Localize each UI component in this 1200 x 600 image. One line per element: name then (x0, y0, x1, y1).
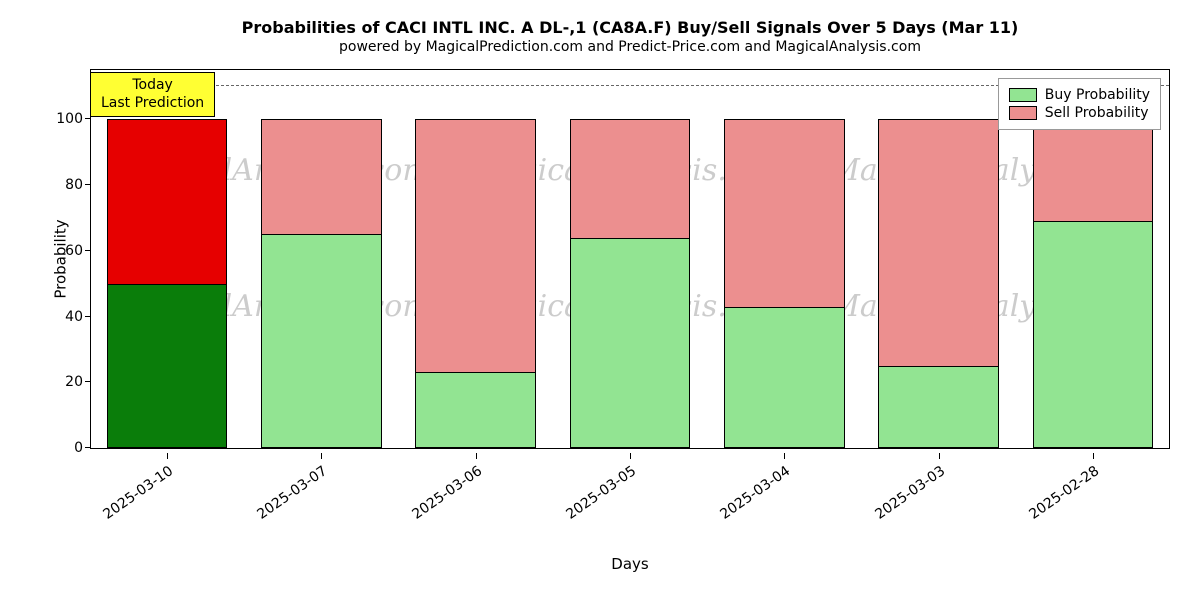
bar-stack (878, 119, 999, 448)
y-axis-label: Probability (52, 219, 70, 298)
bar-segment-sell (415, 119, 536, 372)
legend-swatch (1009, 88, 1037, 102)
bar-segment-buy (107, 284, 228, 448)
x-tick-mark (630, 453, 631, 459)
y-tick-label: 100 (56, 111, 83, 127)
x-tick-label: 2025-02-28 (1026, 463, 1102, 523)
bar-segment-sell (570, 119, 691, 237)
x-tick-mark (321, 453, 322, 459)
y-tick-label: 20 (65, 374, 83, 390)
today-annotation-line1: Today (101, 77, 204, 95)
bar-segment-buy (1033, 221, 1154, 448)
x-tick-mark (167, 453, 168, 459)
chart-container: Probabilities of CACI INTL INC. A DL-,1 … (0, 0, 1200, 600)
bar-slot (868, 70, 1008, 448)
bar-segment-buy (724, 307, 845, 448)
legend-label: Buy Probability (1045, 87, 1150, 103)
legend-item: Buy Probability (1009, 87, 1150, 103)
bar-segment-sell (261, 119, 382, 234)
legend-label: Sell Probability (1045, 105, 1149, 121)
bar-stack (1033, 119, 1154, 448)
bar-segment-sell (724, 119, 845, 306)
x-axis-label: Days (90, 555, 1170, 573)
y-tick-label: 80 (65, 177, 83, 193)
bar-segment-sell (107, 119, 228, 283)
bar-segment-buy (878, 366, 999, 448)
x-tick-label: 2025-03-10 (100, 463, 176, 523)
x-tick-label: 2025-03-03 (872, 463, 948, 523)
legend-item: Sell Probability (1009, 105, 1150, 121)
bar-stack (107, 119, 228, 448)
bar-slot (714, 70, 854, 448)
x-tick-mark (939, 453, 940, 459)
bar-slot (560, 70, 700, 448)
legend: Buy Probability Sell Probability (998, 78, 1161, 130)
y-tick-label: 40 (65, 309, 83, 325)
x-tick-mark (1093, 453, 1094, 459)
today-annotation: Today Last Prediction (90, 72, 215, 117)
x-tick-label: 2025-03-04 (718, 463, 794, 523)
bar-stack (261, 119, 382, 448)
x-axis: Days 2025-03-102025-03-072025-03-062025-… (90, 449, 1170, 569)
chart-title: Probabilities of CACI INTL INC. A DL-,1 … (90, 18, 1170, 37)
bar-stack (570, 119, 691, 448)
today-annotation-line2: Last Prediction (101, 95, 204, 113)
bar-segment-buy (570, 238, 691, 448)
plot-area: MagicalAnalysis.com MagicalAnalysis.com … (90, 69, 1170, 449)
x-tick-mark (784, 453, 785, 459)
x-tick-mark (476, 453, 477, 459)
bar-segment-buy (415, 372, 536, 448)
x-tick-label: 2025-03-06 (409, 463, 485, 523)
x-tick-label: 2025-03-07 (255, 463, 331, 523)
chart-subtitle: powered by MagicalPrediction.com and Pre… (90, 39, 1170, 55)
legend-swatch (1009, 106, 1037, 120)
bar-segment-sell (1033, 119, 1154, 221)
bar-segment-sell (878, 119, 999, 366)
bar-stack (415, 119, 536, 448)
bar-slot (97, 70, 237, 448)
bar-stack (724, 119, 845, 448)
bar-slot (251, 70, 391, 448)
y-tick-label: 0 (74, 440, 83, 456)
x-tick-label: 2025-03-05 (563, 463, 639, 523)
bar-slot (406, 70, 546, 448)
bar-segment-buy (261, 234, 382, 448)
